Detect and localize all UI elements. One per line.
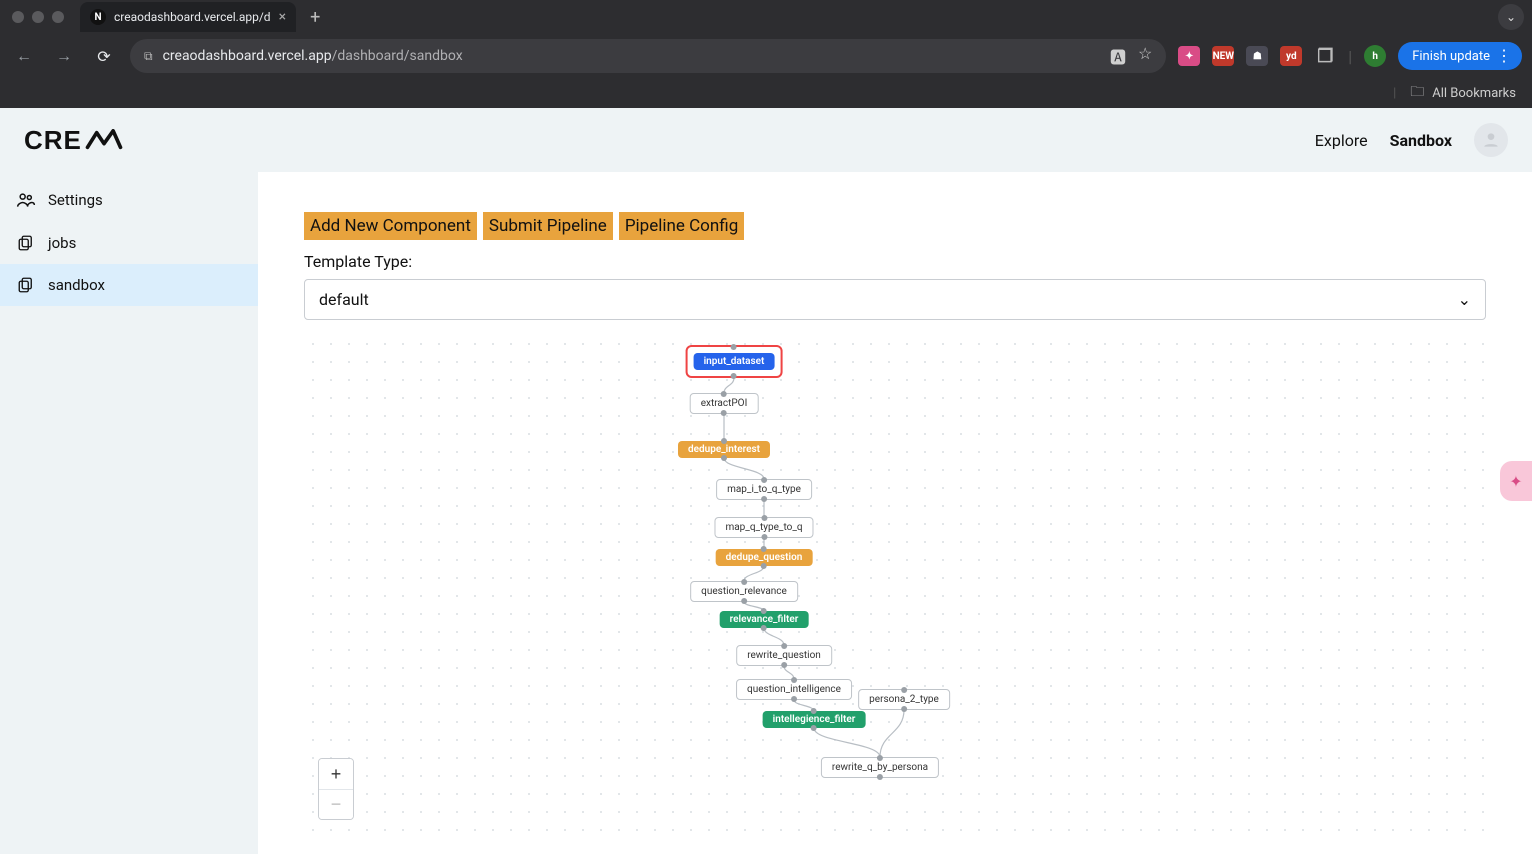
sidebar: Settings jobs sandbox — [0, 172, 258, 854]
extension-icon-1[interactable]: ✦ — [1178, 46, 1200, 66]
template-type-select[interactable]: default ⌄ — [304, 279, 1486, 320]
user-avatar[interactable] — [1474, 123, 1508, 157]
flow-node-relevance_filter[interactable]: relevance_filter — [720, 611, 809, 628]
flow-canvas[interactable]: input_dataset extractPOI dedupe_interestma… — [304, 334, 1486, 834]
browser-chrome: N creaodashboard.vercel.app/d × + ⌄ ← → … — [0, 0, 1532, 108]
sidebar-item-sandbox[interactable]: sandbox — [0, 264, 258, 306]
flow-node-label: input_dataset — [694, 353, 775, 370]
translate-icon[interactable]: 🅰 — [1110, 44, 1126, 68]
chrome-menu-icon[interactable]: ⋮ — [1496, 48, 1512, 64]
extensions-puzzle-icon[interactable]: ❐ — [1314, 46, 1336, 66]
flow-node-rewrite_q_by_persona[interactable]: rewrite_q_by_persona — [821, 757, 939, 778]
sidebar-settings-label: Settings — [48, 191, 103, 209]
bookmark-star-icon[interactable]: ☆ — [1138, 44, 1152, 68]
url-path: /dashboard/sandbox — [332, 48, 463, 64]
sidebar-sandbox-label: sandbox — [48, 276, 105, 294]
submit-pipeline-button[interactable]: Submit Pipeline — [483, 212, 613, 240]
finish-update-label: Finish update — [1412, 49, 1490, 64]
pipeline-config-button[interactable]: Pipeline Config — [619, 212, 744, 240]
copy-icon — [16, 276, 36, 294]
translate-widget-icon: ✦ — [1509, 472, 1522, 491]
extension-icon-3[interactable]: ☗ — [1246, 46, 1268, 66]
sidebar-item-jobs[interactable]: jobs — [0, 222, 258, 264]
zoom-out-button[interactable]: − — [319, 789, 353, 819]
url-text: creaodashboard.vercel.app/dashboard/sand… — [163, 48, 1100, 64]
flow-node-extractPOI[interactable]: extractPOI — [690, 393, 759, 414]
app-logo[interactable]: CRE — [24, 125, 124, 156]
all-bookmarks-link[interactable]: All Bookmarks — [1432, 86, 1516, 101]
logo-text: CRE — [24, 125, 82, 156]
flow-node-input_dataset[interactable]: input_dataset — [686, 345, 783, 378]
browser-tab[interactable]: N creaodashboard.vercel.app/d × — [80, 2, 296, 32]
window-controls — [12, 11, 64, 23]
nav-explore[interactable]: Explore — [1315, 131, 1368, 150]
copy-icon — [16, 234, 36, 252]
flow-node-map_q_type_to_q[interactable]: map_q_type_to_q — [714, 517, 813, 538]
flow-node-intellegience_filter[interactable]: intellegience_filter — [763, 711, 866, 728]
browser-toolbar: ← → ⟳ ⧉ creaodashboard.vercel.app/dashbo… — [0, 34, 1532, 78]
floating-side-widget[interactable]: ✦ — [1500, 461, 1532, 501]
omnibox-actions: 🅰 ☆ — [1110, 44, 1152, 68]
flow-node-dedupe_interest[interactable]: dedupe_interest — [678, 441, 770, 458]
app-topbar: CRE Explore Sandbox — [0, 108, 1532, 172]
person-icon — [1481, 130, 1501, 150]
template-type-label: Template Type: — [304, 252, 1486, 271]
extension-yd-icon[interactable]: yd — [1280, 46, 1302, 66]
flow-node-map_i_to_q_type[interactable]: map_i_to_q_type — [716, 479, 812, 500]
flow-node-rewrite_question[interactable]: rewrite_question — [736, 645, 832, 666]
nav-sandbox[interactable]: Sandbox — [1390, 131, 1452, 150]
tabstrip: N creaodashboard.vercel.app/d × + ⌄ — [0, 0, 1532, 34]
flow-node-question_intelligence[interactable]: question_intelligence — [736, 679, 852, 700]
folder-icon: 🗀 — [1410, 81, 1424, 105]
sidebar-item-settings[interactable]: Settings — [0, 178, 258, 222]
url-host: creaodashboard.vercel.app — [163, 48, 332, 64]
body-row: Settings jobs sandbox Add New Component … — [0, 172, 1532, 854]
users-icon — [16, 190, 36, 210]
app-page: CRE Explore Sandbox Settings — [0, 108, 1532, 854]
zoom-in-button[interactable]: + — [319, 759, 353, 789]
reload-button[interactable]: ⟳ — [90, 47, 118, 66]
finish-update-button[interactable]: Finish update ⋮ — [1398, 42, 1522, 70]
template-selected-value: default — [319, 290, 369, 309]
flow-node-question_relevance[interactable]: question_relevance — [690, 581, 798, 602]
toolbar-separator: | — [1348, 47, 1352, 66]
tab-favicon: N — [90, 9, 106, 25]
traffic-light-close[interactable] — [12, 11, 24, 23]
address-bar[interactable]: ⧉ creaodashboard.vercel.app/dashboard/sa… — [130, 39, 1166, 73]
forward-button[interactable]: → — [50, 46, 78, 66]
add-component-button[interactable]: Add New Component — [304, 212, 477, 240]
sidebar-jobs-label: jobs — [48, 234, 76, 252]
extension-new-badge[interactable]: NEW — [1212, 46, 1234, 66]
zoom-controls: + − — [318, 758, 354, 820]
tab-close-icon[interactable]: × — [279, 9, 286, 25]
extension-icons: ✦ NEW ☗ yd ❐ | h Finish update ⋮ — [1178, 42, 1522, 70]
action-buttons: Add New Component Submit Pipeline Pipeli… — [304, 212, 1486, 240]
bookmarks-bar: | 🗀 All Bookmarks — [0, 78, 1532, 108]
tabs-dropdown-button[interactable]: ⌄ — [1498, 4, 1524, 30]
tab-title: creaodashboard.vercel.app/d — [114, 10, 271, 24]
logo-mark-icon — [84, 129, 124, 151]
chevron-down-icon: ⌄ — [1458, 290, 1471, 309]
bookmarks-separator: | — [1393, 86, 1396, 101]
flow-node-persona_2_type[interactable]: persona_2_type — [858, 689, 950, 710]
main-content: Add New Component Submit Pipeline Pipeli… — [258, 172, 1532, 854]
profile-avatar-icon[interactable]: h — [1364, 45, 1386, 67]
site-info-icon[interactable]: ⧉ — [144, 49, 153, 64]
traffic-light-min[interactable] — [32, 11, 44, 23]
flow-node-dedupe_question[interactable]: dedupe_question — [716, 549, 813, 566]
back-button[interactable]: ← — [10, 46, 38, 66]
flow-nodes-layer: input_dataset extractPOI dedupe_interestma… — [304, 335, 1486, 834]
new-tab-button[interactable]: + — [304, 7, 326, 28]
traffic-light-max[interactable] — [52, 11, 64, 23]
top-nav: Explore Sandbox — [1315, 123, 1508, 157]
